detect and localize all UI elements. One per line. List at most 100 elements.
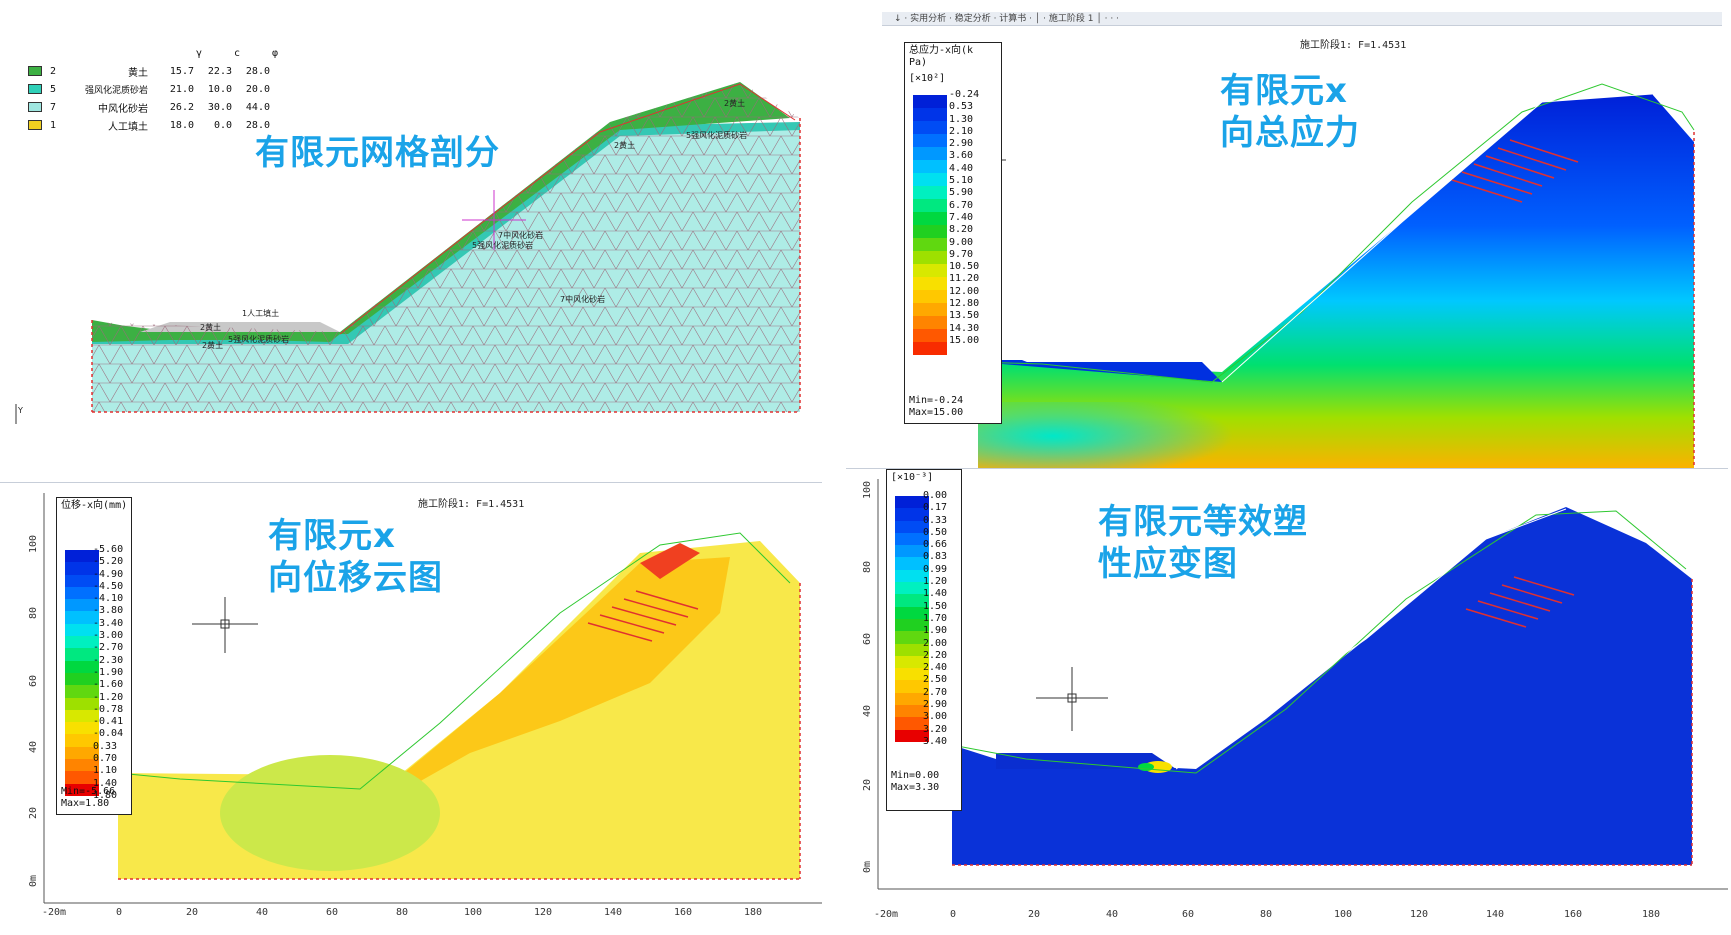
original-ground-line — [977, 83, 1695, 383]
legend-value: -2.70 — [93, 642, 124, 654]
legend-value: 2.00 — [923, 637, 948, 649]
legend-value: 2.50 — [923, 674, 948, 686]
material-id: 5 — [50, 83, 57, 95]
y-tick: 40 — [862, 704, 873, 717]
x-tick: 180 — [1642, 909, 1661, 920]
displacement-red-zone — [640, 543, 700, 579]
mesh-canvas — [15, 82, 801, 424]
legend-value: 7.40 — [949, 211, 974, 223]
y-tick: 20 — [28, 806, 39, 819]
x-tick: 180 — [744, 907, 763, 918]
material-swatch — [28, 66, 42, 76]
material-c: 0.0 — [213, 119, 232, 131]
legend-title: 位移-x向(mm) — [61, 500, 128, 511]
x-tick: 0 — [116, 907, 123, 918]
legend-value: 0.00 — [923, 490, 948, 501]
legend-unit: [×10²] — [909, 73, 946, 84]
material-gamma: 26.2 — [169, 101, 194, 113]
legend-labels: -5.60 -5.20 -4.90 -4.50 -4.10 -3.80 -3.40 -3… — [93, 544, 123, 802]
anchor-lines — [1451, 139, 1579, 203]
material-phi: 28.0 — [245, 119, 270, 131]
y-tick: 60 — [28, 674, 39, 687]
material-c: 22.3 — [207, 65, 232, 77]
region-label: 2黄土 — [202, 341, 224, 350]
legend-unit: [×10⁻³] — [891, 472, 934, 483]
slip-surface-line — [339, 83, 796, 335]
toolbar[interactable]: ↓ · 实用分析 · 稳定分析 · 计算书 · │ · 施工阶段 1 │ · ·… — [882, 12, 1722, 26]
legend-value: 5.90 — [949, 187, 974, 199]
legend-value: 12.00 — [949, 285, 980, 297]
legend-value: 1.40 — [923, 588, 948, 600]
stress-canvas — [942, 83, 1695, 471]
legend-value: -0.41 — [93, 716, 124, 728]
material-name: 中风化砂岩 — [98, 103, 148, 115]
legend-value: 3.60 — [949, 150, 974, 162]
material-swatch — [28, 120, 42, 130]
legend-value: -3.00 — [93, 630, 124, 642]
legend-colorbar — [65, 550, 99, 796]
x-tick: 80 — [396, 907, 409, 918]
material-phi: 28.0 — [245, 65, 270, 77]
legend-value: 14.30 — [949, 322, 980, 334]
y-tick: 40 — [28, 740, 39, 753]
material-gamma: 21.0 — [169, 83, 194, 95]
legend-value: 1.40 — [93, 777, 118, 789]
material-phi: 44.0 — [245, 101, 270, 113]
region-label: 2黄土 — [200, 323, 222, 332]
legend-value: 1.80 — [93, 789, 118, 801]
material-c: 10.0 — [207, 83, 232, 95]
material-phi: 20.0 — [245, 83, 270, 95]
legend-value: 1.70 — [923, 612, 948, 624]
stage-label: 施工阶段1: F=1.4531 — [418, 499, 525, 510]
legend-value: 0.99 — [923, 563, 948, 575]
legend-value: 1.30 — [949, 113, 974, 125]
legend-value: 1.10 — [93, 765, 118, 777]
y-tick: 100 — [862, 480, 873, 499]
material-c: 30.0 — [207, 101, 232, 113]
anchor-lines — [587, 590, 699, 642]
stress-annotation: 有限元x 向总应力 — [1220, 71, 1360, 153]
x-tick: 60 — [326, 907, 339, 918]
legend-colorbar — [895, 496, 929, 742]
x-tick: 120 — [1410, 909, 1429, 920]
legend-labels: 0.00 0.17 0.33 0.50 0.66 0.83 0.99 1.20 1.40… — [923, 490, 947, 748]
stress-toe-zone — [978, 402, 1278, 470]
plastic-berm — [996, 753, 1176, 769]
legend-value: 0.83 — [923, 551, 948, 563]
x-tick: 140 — [604, 907, 623, 918]
legend-value: -4.90 — [93, 568, 124, 580]
y-tick: 60 — [862, 632, 873, 645]
anchor-lines — [1465, 576, 1575, 628]
legend-value: 0.70 — [93, 753, 118, 765]
legend-value: 15.00 — [949, 334, 980, 346]
legend-value: 3.40 — [923, 735, 948, 747]
legend-value: 0.53 — [949, 101, 974, 113]
material-gamma: 15.7 — [169, 65, 194, 77]
x-tick: 100 — [464, 907, 483, 918]
legend-value: 0.33 — [923, 514, 948, 526]
material-row: 2 黄土 15.7 22.3 28.0 — [28, 62, 294, 80]
legend-value: 9.70 — [949, 248, 974, 260]
region-label: 5强风化泥质砂岩 — [228, 335, 290, 344]
material-id: 7 — [50, 101, 57, 113]
legend-max: Max=1.80 — [61, 798, 110, 809]
material-row: 5 强风化泥质砂岩 21.0 10.0 20.0 — [28, 80, 294, 98]
region-label: 7中风化砂岩 — [498, 231, 544, 240]
legend-value: 12.80 — [949, 298, 980, 310]
legend-value: 8.20 — [949, 224, 974, 236]
stage-label: 施工阶段1: F=1.4531 — [1300, 40, 1407, 51]
legend-value: 2.90 — [923, 699, 948, 711]
legend-value: 1.20 — [923, 576, 948, 588]
original-ground-line — [117, 532, 791, 790]
material-row: 1 人工填土 18.0 0.0 28.0 — [28, 116, 294, 134]
legend-value: 3.20 — [923, 723, 948, 735]
region-label: 5强风化泥质砂岩 — [472, 241, 534, 250]
displacement-legend: 位移-x向(mm) -5.60 -5.20 -4.90 -4.50 -4.10 -3.… — [56, 497, 132, 815]
mesh-annotation: 有限元网格剖分 — [255, 133, 500, 173]
legend-value: -0.24 — [949, 89, 980, 100]
region-label: 2黄土 — [614, 141, 636, 150]
stress-panel: ↓ · 实用分析 · 稳定分析 · 计算书 · │ · 施工阶段 1 │ · ·… — [882, 12, 1722, 472]
x-tick: 0 — [950, 909, 957, 920]
axis-corner-label: Y — [18, 406, 23, 415]
header-c: c — [233, 48, 241, 59]
